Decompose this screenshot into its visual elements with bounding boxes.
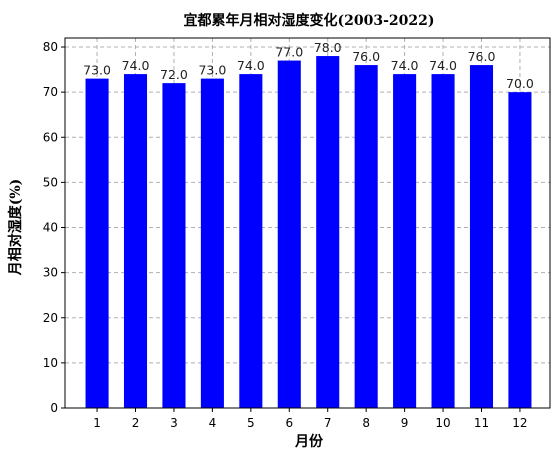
y-tick-label: 0 — [50, 401, 58, 415]
bar-value-label: 74.0 — [122, 58, 150, 73]
x-tick-label: 1 — [93, 416, 101, 430]
bar — [123, 74, 148, 408]
y-axis-label: 月相对湿度(%) — [7, 179, 24, 277]
bar-value-label: 74.0 — [237, 58, 265, 73]
bar — [431, 74, 455, 408]
bar-value-label: 74.0 — [391, 58, 419, 73]
x-axis-label: 月份 — [294, 433, 324, 450]
bar-value-label: 78.0 — [314, 40, 342, 55]
bar — [393, 74, 417, 408]
bar — [239, 74, 263, 408]
x-tick-label: 11 — [474, 416, 489, 430]
y-tick-label: 30 — [43, 266, 58, 280]
plot-frame — [64, 37, 551, 409]
x-tick-label: 3 — [170, 416, 178, 430]
x-tick-label: 8 — [362, 416, 370, 430]
chart-title: 宜都累年月相对湿度变化(2003-2022) — [184, 12, 435, 29]
bar — [200, 78, 224, 409]
bar — [277, 60, 301, 408]
y-tick-label: 20 — [43, 311, 58, 325]
y-tick-label: 50 — [43, 175, 58, 189]
x-tick-label: 4 — [209, 416, 217, 430]
x-tick-label: 6 — [285, 416, 293, 430]
y-tick-label: 70 — [43, 85, 58, 99]
y-tick-label: 40 — [43, 221, 58, 235]
x-tick-label: 5 — [247, 416, 255, 430]
bar — [354, 65, 378, 408]
x-axis: 1 2 3 4 5 6 7 8 9 10 11 12 — [93, 408, 528, 430]
x-tick-label: 12 — [512, 416, 527, 430]
bar-value-label: 73.0 — [83, 63, 111, 78]
bar-value-label: 77.0 — [275, 45, 303, 60]
x-tick-label: 7 — [324, 416, 332, 430]
bar — [469, 65, 494, 408]
data-labels: 73.0 74.0 72.0 73.0 74.0 77.0 78.0 76.0 74.0 74.0… — [83, 40, 534, 91]
x-tick-label: 9 — [401, 416, 409, 430]
bar-value-label: 76.0 — [468, 49, 496, 64]
y-axis: 0 10 20 30 40 50 60 70 80 — [43, 40, 65, 415]
bar — [316, 56, 340, 409]
bar-value-label: 70.0 — [506, 76, 534, 91]
bar-value-label: 76.0 — [352, 49, 380, 64]
y-tick-label: 10 — [43, 356, 58, 370]
x-tick-label: 10 — [435, 416, 450, 430]
bar — [162, 83, 186, 408]
bar-value-label: 73.0 — [198, 63, 226, 78]
bar-value-label: 74.0 — [429, 58, 457, 73]
bar — [508, 92, 532, 409]
bars — [85, 56, 532, 409]
y-tick-label: 80 — [43, 40, 58, 54]
bar — [85, 78, 109, 409]
y-tick-label: 60 — [43, 130, 58, 144]
x-tick-label: 2 — [132, 416, 140, 430]
bar-value-label: 72.0 — [160, 67, 188, 82]
